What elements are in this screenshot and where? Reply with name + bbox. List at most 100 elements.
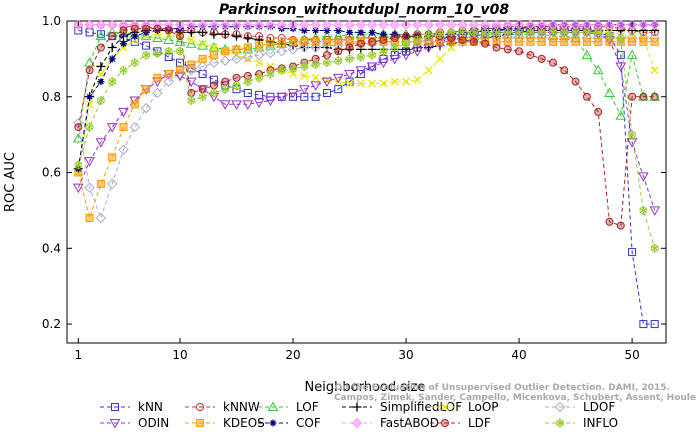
data-point-fastabod <box>389 19 400 30</box>
data-point-kdeos <box>142 85 151 94</box>
data-point-fastabod <box>321 19 333 30</box>
data-point-inflo-ring <box>130 58 139 67</box>
series-simplifiedlof <box>73 25 660 174</box>
data-point-fastabod <box>197 19 208 30</box>
data-point-fastabod <box>242 19 254 30</box>
data-point-inflo-ring <box>390 43 399 52</box>
data-point-kdeos <box>582 37 591 46</box>
data-point-ldf <box>322 51 331 60</box>
data-point-ldof <box>287 44 299 55</box>
data-point-ldf <box>458 35 467 44</box>
data-point-odin <box>298 85 310 95</box>
data-point-fastabod <box>355 19 367 30</box>
data-point-fastabod <box>231 19 242 30</box>
data-point-lof <box>84 57 95 67</box>
data-point-fastabod <box>649 19 660 30</box>
data-point-kdeos <box>571 37 580 46</box>
data-point-loop <box>300 71 309 80</box>
data-point-odin <box>219 100 231 110</box>
data-point-inflo-ring <box>413 36 422 44</box>
watermark-line-1: Campos, Zimek, Sander, Campello, Micenko… <box>334 393 696 403</box>
data-point-inflo <box>492 27 501 37</box>
y-axis-label: ROC AUC <box>3 152 18 212</box>
legend-swatch-marker <box>441 403 449 411</box>
data-point-ldof <box>231 53 242 65</box>
data-point-lof <box>626 49 638 60</box>
data-point-ldf <box>142 24 151 33</box>
data-point-cof <box>86 93 94 101</box>
data-point-kdeos <box>322 37 331 46</box>
data-point-simplifiedlof <box>243 33 253 43</box>
series-line-odin <box>77 31 656 211</box>
data-point-fastabod <box>423 19 434 30</box>
series-lof <box>72 26 661 143</box>
data-point-ldf <box>368 37 377 46</box>
data-point-loop <box>368 79 377 88</box>
data-point-simplifiedlof <box>220 29 230 39</box>
data-point-kdeos <box>492 37 501 46</box>
data-point-kdeos <box>164 70 173 79</box>
data-point-inflo-ring <box>176 47 184 56</box>
series-line-knnw <box>78 24 655 41</box>
data-point-simplifiedlof <box>209 29 219 39</box>
data-point-inflo-ring <box>560 28 569 37</box>
series-line-ldof <box>77 37 655 220</box>
data-point-ldf <box>153 24 162 33</box>
data-point-odin <box>276 92 288 103</box>
data-point-loop <box>436 54 444 63</box>
data-point-ldf <box>402 32 411 41</box>
data-point-inflo-ring <box>243 77 252 86</box>
series-odin <box>72 28 661 216</box>
y-tick-label: 0.6 <box>42 166 61 180</box>
watermark-line-2: On the Evaluation of Unsupervised Outlie… <box>335 383 670 393</box>
data-point-inflo <box>142 50 150 60</box>
data-point-kdeos <box>650 37 659 46</box>
data-point-lof <box>163 34 175 44</box>
data-point-ldf <box>526 51 535 60</box>
data-point-lof <box>592 64 604 75</box>
data-point-inflo <box>119 65 128 75</box>
data-point-loop <box>311 73 320 82</box>
legend-label: INFLO <box>583 416 618 430</box>
data-point-inflo-ring <box>97 96 105 105</box>
data-point-odin <box>400 51 412 61</box>
data-point-kdeos <box>503 37 512 46</box>
data-point-ldof <box>265 47 276 59</box>
data-point-inflo-ring <box>447 28 456 37</box>
data-point-odin <box>412 47 423 57</box>
legend-label: kNN <box>138 400 163 414</box>
x-tick-label: 20 <box>285 348 300 362</box>
data-point-inflo-ring <box>503 28 512 37</box>
legend-label: COF <box>296 416 321 430</box>
data-point-inflo-ring <box>537 28 546 37</box>
data-point-simplifiedlof <box>96 61 106 71</box>
data-point-inflo <box>74 160 83 170</box>
data-point-odin <box>332 73 344 84</box>
legend: kNN ODIN kNNW KDEOS LOF COF SimplifiedLOF FastA… <box>100 400 618 430</box>
data-point-ldof <box>107 178 118 190</box>
data-point-inflo <box>424 31 433 41</box>
data-point-ldf <box>379 35 388 44</box>
data-point-ldf <box>469 37 478 46</box>
data-point-ldf <box>650 92 659 101</box>
data-point-ldf <box>232 73 241 82</box>
data-point-ldof <box>242 51 254 63</box>
data-point-inflo-ring <box>153 49 162 58</box>
data-point-inflo <box>85 122 94 132</box>
data-point-inflo <box>176 46 184 56</box>
data-point-inflo-ring <box>300 62 309 71</box>
data-point-cof <box>120 40 128 48</box>
data-point-ldf <box>548 58 557 67</box>
data-point-fastabod <box>276 19 287 30</box>
data-point-inflo <box>650 243 659 253</box>
data-point-loop <box>390 77 399 86</box>
data-point-inflo-ring <box>323 58 331 67</box>
data-point-knn <box>616 51 625 60</box>
data-point-odin <box>321 77 333 88</box>
y-axis: 0.2 0.4 0.6 0.8 1.0 <box>42 14 666 331</box>
legend-item-kdeos: KDEOS <box>185 416 265 430</box>
data-point-odin <box>265 96 276 107</box>
data-point-odin <box>378 58 389 69</box>
